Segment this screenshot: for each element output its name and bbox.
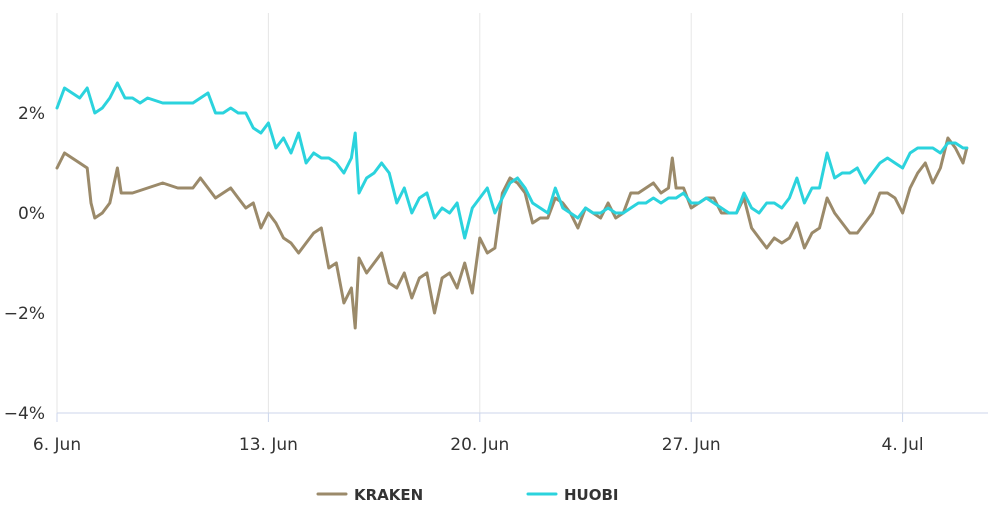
x-axis-ticks: 6. Jun 13. Jun 20. Jun 27. Jun 4. Jul	[33, 413, 924, 455]
legend: KRAKEN HUOBI	[316, 486, 619, 504]
x-tick-label: 6. Jun	[33, 435, 81, 455]
x-tick-label: 4. Jul	[882, 435, 924, 455]
legend-item-huobi[interactable]: HUOBI	[526, 486, 619, 504]
x-gridlines	[56, 13, 904, 413]
y-tick-label: −4%	[4, 404, 45, 424]
x-tick-label: 13. Jun	[239, 435, 298, 455]
legend-label: HUOBI	[564, 486, 619, 504]
x-tick-label: 27. Jun	[662, 435, 721, 455]
series-line-huobi[interactable]	[55, 81, 969, 240]
legend-item-kraken[interactable]: KRAKEN	[316, 486, 423, 504]
legend-label: KRAKEN	[354, 486, 423, 504]
y-axis-ticks: −4% −2% 0% 2%	[4, 104, 45, 424]
series-lines	[55, 81, 969, 330]
series-line-kraken[interactable]	[55, 136, 969, 330]
y-tick-label: 0%	[18, 204, 45, 224]
y-tick-label: −2%	[4, 304, 45, 324]
y-tick-label: 2%	[18, 104, 45, 124]
x-tick-label: 20. Jun	[450, 435, 509, 455]
